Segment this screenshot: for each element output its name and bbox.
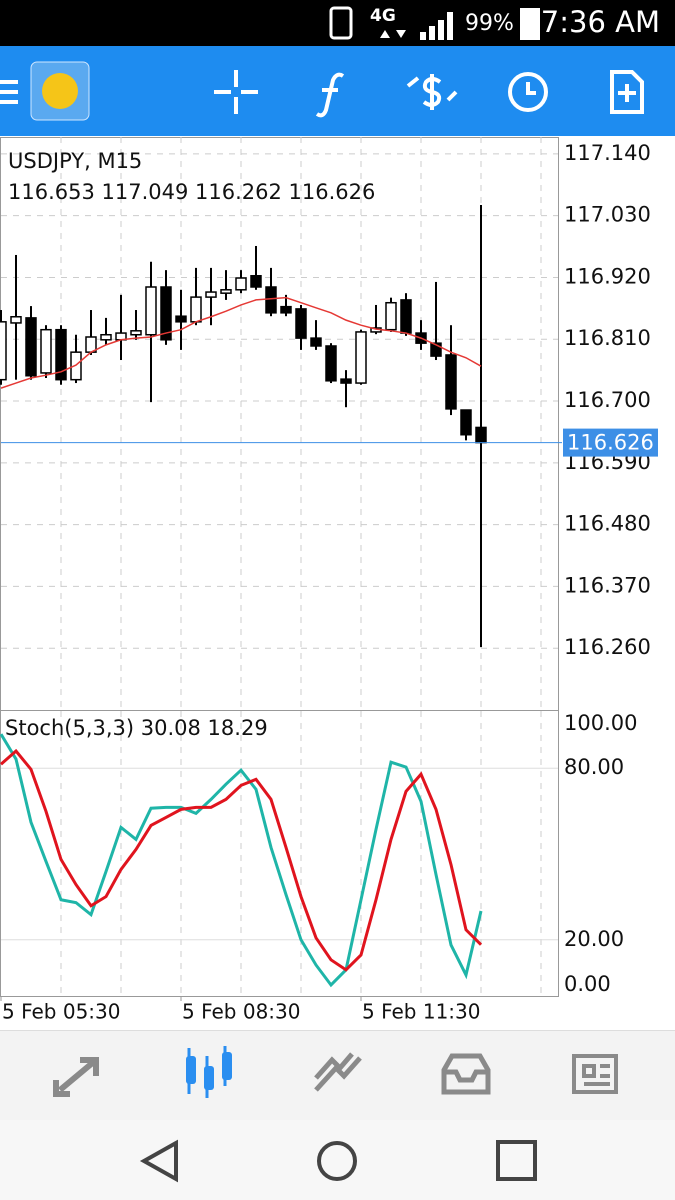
candle-body — [10, 316, 22, 324]
crosshair-button[interactable] — [214, 70, 258, 114]
stoch-pane — [0, 710, 559, 997]
candle-body — [190, 296, 202, 323]
y-tick-label: 116.810 — [564, 326, 651, 350]
stoch-line — [0, 733, 483, 988]
y-tick-label: 100.00 — [564, 711, 637, 735]
candle-body — [445, 354, 457, 410]
candle-body — [400, 299, 412, 334]
x-tick-label: 5 Feb 08:30 — [182, 1000, 301, 1024]
y-tick-label: 80.00 — [564, 755, 624, 779]
candle-body — [250, 275, 262, 288]
bottom-nav — [0, 1030, 675, 1120]
history-tab[interactable] — [441, 1053, 491, 1095]
battery-icon — [520, 8, 540, 40]
candle-body — [265, 286, 277, 314]
candle-body — [340, 378, 352, 384]
candle-body — [235, 277, 247, 291]
candle-body — [40, 328, 52, 374]
main-pane — [0, 137, 559, 711]
candle-body — [355, 331, 367, 384]
trade-button[interactable] — [406, 74, 458, 110]
candle-body — [0, 321, 7, 381]
data-arrows — [380, 30, 406, 38]
chart-tab[interactable] — [186, 1046, 232, 1098]
bid-label-box — [563, 428, 658, 457]
quotes-tab[interactable] — [53, 1057, 99, 1097]
candle-body — [295, 308, 307, 339]
candle-body — [220, 289, 232, 294]
network-label: 4G — [370, 6, 396, 26]
candle-body — [475, 426, 487, 444]
trade-tab[interactable] — [314, 1052, 362, 1092]
candle-body — [205, 291, 217, 298]
back-button[interactable] — [139, 1139, 178, 1183]
candle-body — [160, 286, 172, 341]
y-tick-label: 116.480 — [564, 512, 651, 536]
history-button[interactable] — [508, 72, 548, 112]
indicators-button[interactable] — [315, 72, 345, 118]
new-order-button[interactable] — [610, 70, 644, 114]
candle-body — [460, 409, 472, 436]
ohlc-readout: 116.653 117.049 116.262 116.626 — [8, 180, 375, 204]
y-tick-label: 20.00 — [564, 927, 624, 951]
candle-body — [175, 315, 187, 323]
signal-icon — [420, 12, 453, 40]
y-tick-label: 116.920 — [564, 264, 651, 288]
candle-body — [145, 286, 157, 336]
x-tick-label: 5 Feb 11:30 — [362, 1000, 481, 1024]
candle-body — [280, 305, 292, 314]
moving-average — [0, 296, 482, 389]
candle-body — [430, 342, 442, 357]
x-tick-label: 5 Feb 05:30 — [2, 1000, 121, 1024]
y-tick-label: 116.260 — [564, 635, 651, 659]
clock-hands — [526, 82, 536, 95]
candle-body — [130, 330, 142, 336]
y-tick-label: 116.700 — [564, 388, 651, 412]
symbol-title: USDJPY, M15 — [8, 149, 142, 173]
candle-body — [385, 301, 397, 331]
stoch-title: Stoch(5,3,3) 30.08 18.29 — [5, 716, 268, 740]
phone-icon — [329, 6, 353, 40]
candle-body — [70, 351, 82, 381]
y-tick-label: 116.370 — [564, 573, 651, 597]
candle-body — [25, 317, 37, 377]
home-button[interactable] — [317, 1141, 357, 1181]
y-tick-label: 0.00 — [564, 972, 611, 996]
candle-body — [100, 333, 112, 341]
candle-body — [55, 328, 67, 381]
menu-button[interactable] — [0, 80, 18, 104]
bid-label: 116.626 — [567, 431, 654, 455]
clock: 7:36 AM — [541, 5, 660, 39]
y-tick-label: 117.140 — [564, 141, 651, 165]
news-tab[interactable] — [572, 1054, 618, 1094]
candle-body — [325, 345, 337, 382]
y-tick-label: 117.030 — [564, 203, 651, 227]
battery-percent: 99% — [465, 11, 514, 36]
logo-coin — [42, 73, 78, 109]
recents-button[interactable] — [496, 1140, 537, 1181]
stoch-line — [0, 748, 483, 972]
candle-body — [310, 337, 322, 347]
system-nav — [0, 1120, 675, 1200]
